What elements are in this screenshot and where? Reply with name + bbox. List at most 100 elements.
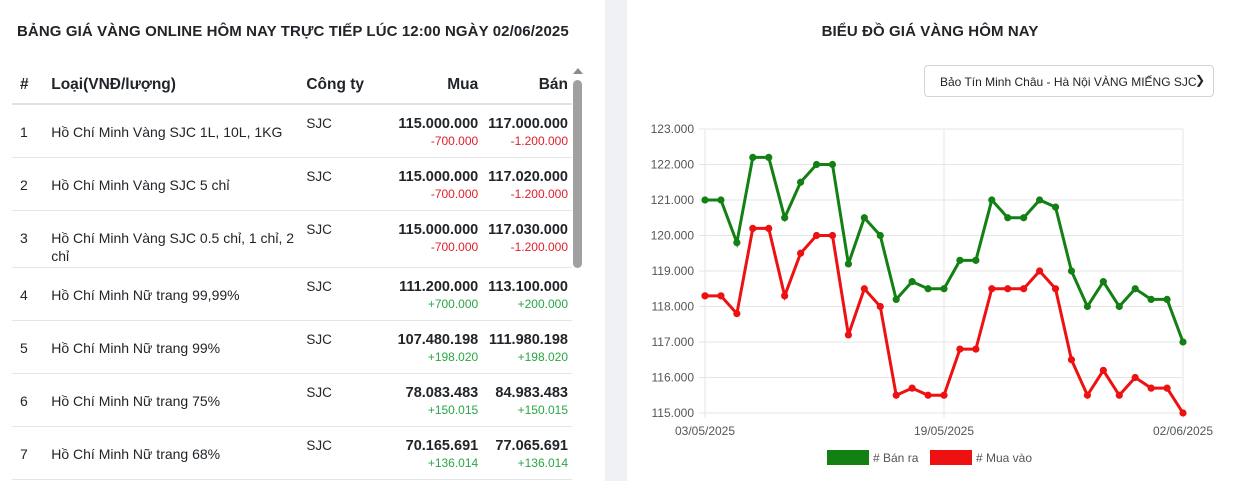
row-index: 1 (12, 104, 48, 158)
data-point (876, 302, 884, 311)
buy-change: -700.000 (430, 134, 479, 148)
chart-panel: BIỂU ĐỒ GIÁ VÀNG HÔM NAY Bảo Tín Minh Ch… (627, 0, 1233, 481)
data-point (892, 295, 900, 303)
row-company: SJC (302, 426, 368, 480)
scrollbar-thumb[interactable] (573, 80, 582, 268)
row-index: 2 (12, 157, 48, 211)
row-buy-cell: 115.000.000 -700.000 (367, 210, 483, 268)
table-row: 2 Hồ Chí Minh Vàng SJC 5 chỉ SJC 115.000.00… (12, 157, 572, 211)
data-point (797, 249, 805, 257)
sell-price: 113.100.000 (488, 278, 568, 295)
data-point (749, 153, 757, 161)
data-point (733, 310, 741, 318)
price-table-title: BẢNG GIÁ VÀNG ONLINE HÔM NAY TRỰC TIẾP L… (17, 23, 569, 40)
x-tick-label: 19/05/2025 (914, 424, 974, 438)
data-point (860, 214, 868, 222)
legend-label: # Mua vào (976, 451, 1032, 465)
data-point (1131, 285, 1139, 293)
company-select[interactable]: Bảo Tín Minh Châu - Hà Nội VÀNG MIẾNG SJ… (924, 65, 1214, 97)
data-point (701, 292, 709, 300)
col-header-sell: Bán (482, 66, 572, 105)
data-point (1115, 302, 1123, 311)
row-index: 6 (12, 373, 48, 427)
row-type: Hồ Chí Minh Vàng SJC 0.5 chỉ, 1 chỉ, 2 c… (47, 210, 303, 268)
data-point (892, 391, 900, 399)
table-row: 1 Hồ Chí Minh Vàng SJC 1L, 10L, 1KG SJC 115… (12, 104, 572, 158)
data-point (908, 278, 916, 286)
row-sell-cell: 77.065.691 +136.014 (482, 426, 572, 480)
table-row: 3 Hồ Chí Minh Vàng SJC 0.5 chỉ, 1 chỉ, 2 … (12, 210, 572, 268)
buy-change: +150.015 (427, 402, 479, 417)
sell-change: +150.015 (517, 402, 568, 417)
data-point (717, 292, 725, 300)
row-sell-cell: 111.980.198 +198.020 (482, 320, 572, 374)
data-point (1051, 203, 1060, 211)
legend-swatch (930, 450, 972, 465)
data-point (924, 391, 932, 399)
row-type: Hồ Chí Minh Nữ trang 99% (47, 320, 303, 374)
data-point (1115, 391, 1123, 399)
sell-price: 77.065.691 (495, 437, 568, 454)
buy-change: -700.000 (430, 186, 479, 201)
row-index: 5 (12, 320, 48, 374)
row-buy-cell: 78.083.483 +150.015 (367, 373, 483, 427)
data-point (701, 196, 709, 204)
row-company: SJC (302, 267, 368, 321)
data-point (1067, 356, 1076, 364)
data-point (1067, 267, 1076, 275)
row-buy-cell: 70.165.691 +136.014 (367, 426, 483, 480)
data-point (1083, 302, 1091, 311)
buy-price: 115.000.000 (398, 116, 479, 132)
y-tick-label: 119.000 (652, 264, 695, 278)
data-point (1051, 285, 1060, 293)
data-point (1163, 384, 1171, 392)
chart-title: BIỂU ĐỒ GIÁ VÀNG HÔM NAY (821, 23, 1039, 40)
row-company: SJC (302, 104, 368, 158)
scroll-up-arrow-icon[interactable] (573, 68, 583, 74)
data-point (828, 231, 837, 240)
legend-swatch (827, 450, 869, 465)
data-point (972, 345, 980, 353)
legend-label: # Bán ra (873, 451, 919, 465)
data-point (828, 160, 837, 169)
data-point (1163, 295, 1171, 303)
data-point (765, 224, 773, 232)
buy-price: 78.083.483 (405, 384, 479, 401)
sell-price: 117.020.000 (488, 168, 568, 185)
y-tick-label: 118.000 (652, 300, 695, 314)
data-point (1020, 285, 1028, 293)
col-header-type: Loại(VNĐ/lượng) (47, 66, 303, 105)
row-index: 4 (12, 267, 48, 321)
table-header-row: # Loại(VNĐ/lượng) Công ty Mua Bán (12, 66, 572, 105)
data-point (860, 285, 868, 293)
row-sell-cell: 117.020.000 -1.200.000 (482, 157, 572, 211)
sell-price: 84.983.483 (495, 384, 568, 401)
data-point (844, 260, 852, 268)
buy-price: 111.200.000 (399, 278, 479, 295)
gold-price-chart: 115.000 116.000 117.000 118.000 119.000 120.0… (651, 122, 1213, 465)
data-point (956, 256, 964, 264)
table-row: 7 Hồ Chí Minh Nữ trang 68% SJC 70.165.691 +1… (12, 426, 572, 480)
y-tick-label: 122.000 (651, 158, 695, 172)
row-sell-cell: 117.030.000 -1.200.000 (482, 210, 572, 268)
sell-change: +198.020 (517, 349, 568, 364)
row-company: SJC (302, 373, 368, 427)
data-point (1036, 196, 1044, 204)
data-point (733, 239, 741, 247)
data-point (924, 285, 932, 293)
row-type: Hồ Chí Minh Nữ trang 75% (47, 373, 303, 427)
table-row: 6 Hồ Chí Minh Nữ trang 75% SJC 78.083.483 +1… (12, 373, 572, 427)
data-point (812, 160, 821, 169)
sell-change: +200.000 (517, 296, 568, 311)
table-scrollbar[interactable] (572, 66, 584, 481)
sell-change: -1.200.000 (510, 186, 568, 201)
data-point (781, 292, 789, 300)
buy-price: 107.480.198 (397, 331, 479, 348)
data-point (1179, 338, 1187, 346)
row-company: SJC (302, 320, 368, 374)
col-header-buy: Mua (367, 66, 483, 105)
data-point (797, 178, 805, 186)
data-point (972, 256, 980, 264)
row-company: SJC (302, 157, 368, 211)
x-tick-label: 02/06/2025 (1153, 424, 1213, 438)
